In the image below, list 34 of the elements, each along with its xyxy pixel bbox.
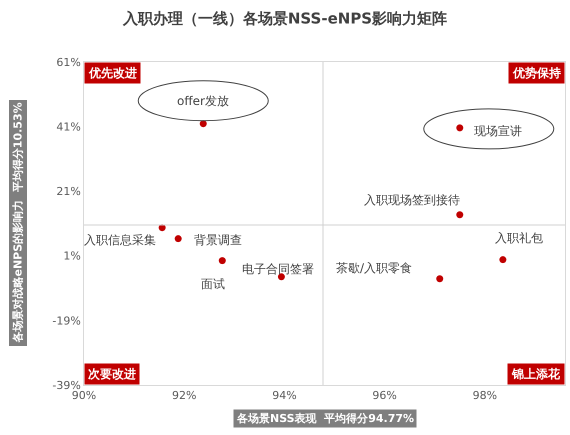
y-tick-label: 41%: [56, 120, 81, 134]
x-tick-label: 90%: [72, 389, 96, 402]
annotation: 入职礼包: [495, 231, 543, 245]
point: [436, 275, 444, 282]
annotation: 入职现场签到接待: [364, 193, 460, 207]
point: [218, 257, 226, 264]
point: [499, 256, 506, 264]
annotation: 优先改进: [88, 66, 137, 80]
y-tick-label: -39%: [52, 378, 81, 392]
x-tick-label: 98%: [472, 389, 498, 402]
annotation: 次要改进: [88, 367, 136, 381]
annotation: 面试: [201, 277, 225, 291]
chart-title: 入职办理（一线）各场景NSS-eNPS影响力矩阵: [122, 10, 448, 28]
annotation: 现场宣讲: [474, 124, 522, 138]
annotation: 锦上添花: [511, 367, 561, 381]
point: [456, 211, 464, 218]
y-axis-title: 各场景对战略eNPS的影响力 平均得分10.53%: [12, 102, 24, 344]
annotation: 优势保持: [512, 66, 561, 80]
x-tick-label: 92%: [172, 389, 196, 402]
point: [200, 120, 207, 128]
annotation: 茶歇/入职零食: [336, 261, 412, 275]
annotation: 电子合同签署: [242, 262, 314, 276]
x-tick-label: 94%: [272, 389, 297, 402]
y-tick-label: 1%: [63, 250, 81, 263]
y-tick-label: 21%: [56, 185, 81, 198]
y-tick-label: 61%: [56, 56, 81, 69]
point: [456, 124, 464, 132]
point: [174, 235, 182, 242]
annotation: offer发放: [177, 94, 229, 108]
x-tick-label: 96%: [372, 389, 397, 402]
annotation: 背景调查: [194, 233, 242, 247]
y-tick-label: -19%: [52, 314, 81, 328]
annotation: 入职信息采集: [84, 233, 156, 247]
x-axis-title: 各场景NSS表现 平均得分94.77%: [236, 412, 414, 425]
